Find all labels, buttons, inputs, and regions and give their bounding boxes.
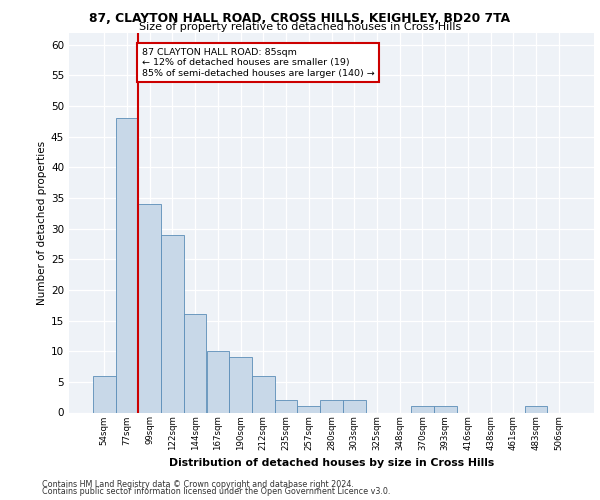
Text: Contains public sector information licensed under the Open Government Licence v3: Contains public sector information licen… (42, 487, 391, 496)
Bar (434, 406, 457, 412)
Text: 87, CLAYTON HALL ROAD, CROSS HILLS, KEIGHLEY, BD20 7TA: 87, CLAYTON HALL ROAD, CROSS HILLS, KEIG… (89, 12, 511, 26)
Text: Size of property relative to detached houses in Cross Hills: Size of property relative to detached ho… (139, 22, 461, 32)
X-axis label: Distribution of detached houses by size in Cross Hills: Distribution of detached houses by size … (169, 458, 494, 468)
Bar (93, 376, 116, 412)
Bar (116, 118, 139, 412)
Bar (206, 351, 229, 412)
Bar (252, 376, 275, 412)
Bar (275, 400, 298, 412)
Text: Contains HM Land Registry data © Crown copyright and database right 2024.: Contains HM Land Registry data © Crown c… (42, 480, 354, 489)
Bar (411, 406, 434, 412)
Bar (320, 400, 343, 412)
Bar (229, 358, 252, 412)
Bar (524, 406, 547, 412)
Bar (298, 406, 320, 412)
Y-axis label: Number of detached properties: Number of detached properties (37, 140, 47, 304)
Bar (161, 235, 184, 412)
Bar (343, 400, 365, 412)
Bar (184, 314, 206, 412)
Bar (139, 204, 161, 412)
Text: 87 CLAYTON HALL ROAD: 85sqm
← 12% of detached houses are smaller (19)
85% of sem: 87 CLAYTON HALL ROAD: 85sqm ← 12% of det… (142, 48, 374, 78)
